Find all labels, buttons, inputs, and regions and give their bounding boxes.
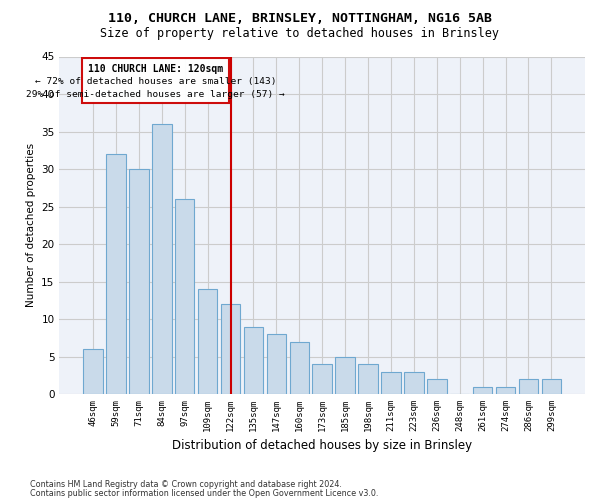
Bar: [266, 334, 286, 394]
Text: Contains public sector information licensed under the Open Government Licence v3: Contains public sector information licen…: [30, 490, 379, 498]
Bar: [335, 356, 355, 394]
X-axis label: Distribution of detached houses by size in Brinsley: Distribution of detached houses by size …: [172, 440, 472, 452]
Bar: [244, 326, 263, 394]
Bar: [221, 304, 240, 394]
Bar: [473, 386, 493, 394]
Y-axis label: Number of detached properties: Number of detached properties: [26, 143, 36, 308]
Text: Contains HM Land Registry data © Crown copyright and database right 2024.: Contains HM Land Registry data © Crown c…: [30, 480, 342, 489]
Bar: [152, 124, 172, 394]
Bar: [175, 199, 194, 394]
Text: ← 72% of detached houses are smaller (143): ← 72% of detached houses are smaller (14…: [35, 77, 276, 86]
Bar: [542, 379, 561, 394]
Bar: [358, 364, 378, 394]
Bar: [106, 154, 125, 394]
Bar: [313, 364, 332, 394]
Bar: [496, 386, 515, 394]
Bar: [404, 372, 424, 394]
Bar: [427, 379, 446, 394]
Text: Size of property relative to detached houses in Brinsley: Size of property relative to detached ho…: [101, 28, 499, 40]
Bar: [82, 58, 229, 103]
Text: 110 CHURCH LANE: 120sqm: 110 CHURCH LANE: 120sqm: [88, 64, 223, 74]
Bar: [83, 349, 103, 394]
Bar: [129, 169, 149, 394]
Bar: [198, 289, 217, 394]
Bar: [381, 372, 401, 394]
Bar: [519, 379, 538, 394]
Text: 110, CHURCH LANE, BRINSLEY, NOTTINGHAM, NG16 5AB: 110, CHURCH LANE, BRINSLEY, NOTTINGHAM, …: [108, 12, 492, 26]
Text: 29% of semi-detached houses are larger (57) →: 29% of semi-detached houses are larger (…: [26, 90, 285, 98]
Bar: [290, 342, 309, 394]
